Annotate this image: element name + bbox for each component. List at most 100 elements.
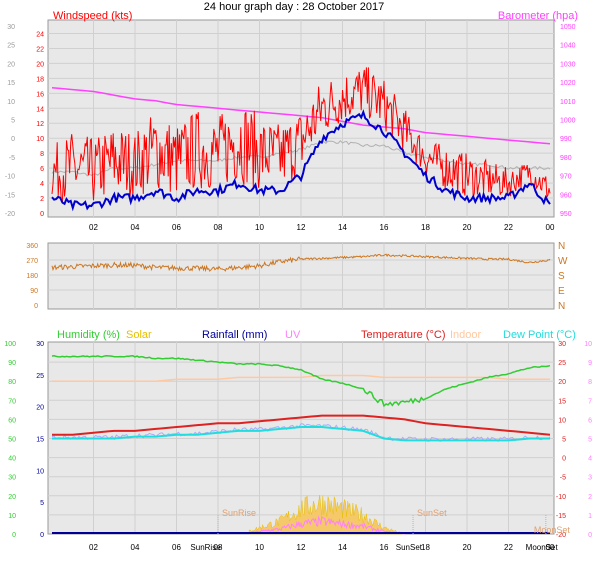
temperature-tick: 30 (558, 341, 566, 348)
temp-x-ticks: 02 04 06 08 10 12 14 16 18 20 22 00 SunRise SunSet Moo… (89, 543, 558, 552)
windspeed-tick: 10 (36, 136, 44, 143)
barometer-tick: 960 (560, 192, 572, 199)
windspeed-tick: 18 (36, 76, 44, 83)
outer-left-tick: 20 (7, 61, 15, 68)
legend-label: Solar (126, 329, 152, 341)
moonset-x-label: MoonSet (526, 543, 559, 552)
wind-x-tick: 22 (504, 223, 513, 232)
wind-x-tick: 16 (380, 223, 389, 232)
rainfall-tick: 15 (36, 437, 44, 444)
outdoor-temp-line (51, 139, 551, 177)
temperature-tick: -20 (556, 532, 566, 539)
humidity-tick: 50 (8, 437, 16, 444)
wind-panel-grid (48, 20, 554, 217)
temp-x-tick: 22 (504, 543, 513, 552)
wind-x-tick: 00 (546, 223, 555, 232)
windspeed-tick: 24 (36, 31, 44, 38)
barometer-tick: 1010 (560, 99, 576, 106)
sunrise-x-label: SunRise (190, 543, 221, 552)
temperature-tick: 15 (558, 398, 566, 405)
uv-tick: 0 (588, 532, 592, 539)
temperature-tick: -5 (560, 475, 566, 482)
uv-tick: 2 (588, 494, 592, 501)
barometer-line (51, 86, 551, 145)
rainfall-tick: 20 (36, 405, 44, 412)
legend-label: Rainfall (mm) (202, 329, 267, 341)
barometer-tick: 1050 (560, 24, 576, 31)
windspeed-axis-label: Windspeed (kts) (53, 10, 132, 22)
dewpoint-line (52, 426, 550, 442)
barometer-tick: 1030 (560, 61, 576, 68)
temperature-line (52, 414, 551, 436)
outer-left-tick: 5 (11, 118, 15, 125)
temp-x-tick: 14 (338, 543, 347, 552)
legend-label: UV (285, 329, 301, 341)
temp-x-tick: 20 (463, 543, 472, 552)
humidity-tick: 0 (12, 532, 16, 539)
temp-x-tick: 08 (214, 543, 223, 552)
temperature-tick: -15 (556, 513, 566, 520)
wind-x-tick: 02 (89, 223, 98, 232)
humidity-tick: 80 (8, 379, 16, 386)
compass-tick: S (558, 271, 565, 282)
windspeed-tick: 4 (40, 181, 44, 188)
temp-panel-lines (51, 355, 551, 535)
wind-x-tick: 06 (172, 223, 181, 232)
outer-left-tick: 10 (7, 99, 15, 106)
windspeed-tick: 16 (36, 91, 44, 98)
temp-x-tick: 18 (421, 543, 430, 552)
humidity-tick: 70 (8, 398, 16, 405)
humidity-tick: 60 (8, 417, 16, 424)
temp-x-tick: 10 (255, 543, 264, 552)
uv-tick: 4 (588, 456, 592, 463)
direction-tick: 360 (26, 243, 38, 250)
legend-label: Humidity (%) (57, 329, 120, 341)
humidity-tick: 90 (8, 360, 16, 367)
humidity-line (51, 355, 551, 408)
barometer-tick: 950 (560, 211, 572, 218)
temperature-tick: 20 (558, 379, 566, 386)
annotation-label: MoonSet (534, 525, 571, 535)
wind-panel-ticks: 302520151050-5-10-15-2024222018161412108… (5, 24, 576, 218)
compass-tick: E (558, 286, 565, 297)
wind-x-tick: 04 (131, 223, 140, 232)
humidity-tick: 20 (8, 494, 16, 501)
windspeed-tick: 2 (40, 196, 44, 203)
rainfall-tick: 10 (36, 468, 44, 475)
barometer-tick: 970 (560, 174, 572, 181)
temp-x-tick: 04 (131, 543, 140, 552)
wind-x-tick: 20 (463, 223, 472, 232)
annotation-label: SunRise (222, 508, 256, 518)
rainfall-tick: 5 (40, 500, 44, 507)
barometer-tick: 1000 (560, 118, 576, 125)
uv-line (248, 515, 405, 535)
wind-x-ticks: 02 04 06 08 10 12 14 16 18 20 22 00 (89, 223, 555, 232)
compass-tick: N (558, 301, 565, 312)
barometer-tick: 990 (560, 136, 572, 143)
compass-tick: N (558, 241, 565, 252)
temp-x-tick: 06 (172, 543, 181, 552)
temperature-tick: -10 (556, 494, 566, 501)
wind-x-tick: 14 (338, 223, 347, 232)
windspeed-tick: 14 (36, 106, 44, 113)
windspeed-tick: 8 (40, 151, 44, 158)
temp-panel-ticks: 1009080706050403020100302520151050302520… (4, 341, 592, 539)
outer-left-tick: 15 (7, 80, 15, 87)
wind-x-tick: 12 (297, 223, 306, 232)
legend-label: Temperature (°C) (361, 329, 445, 341)
wind-direction-line (51, 253, 551, 273)
windspeed-tick: 6 (40, 166, 44, 173)
rainfall-tick: 0 (40, 532, 44, 539)
temperature-tick: 25 (558, 360, 566, 367)
sunset-x-label: SunSet (396, 543, 423, 552)
windspeed-line (51, 67, 551, 203)
direction-tick: 90 (30, 288, 38, 295)
barometer-tick: 980 (560, 155, 572, 162)
outer-left-tick: -15 (5, 192, 15, 199)
wind-panel-lines (51, 67, 551, 212)
wind-average-line (51, 109, 551, 212)
windspeed-tick: 20 (36, 61, 44, 68)
humidity-tick: 40 (8, 456, 16, 463)
